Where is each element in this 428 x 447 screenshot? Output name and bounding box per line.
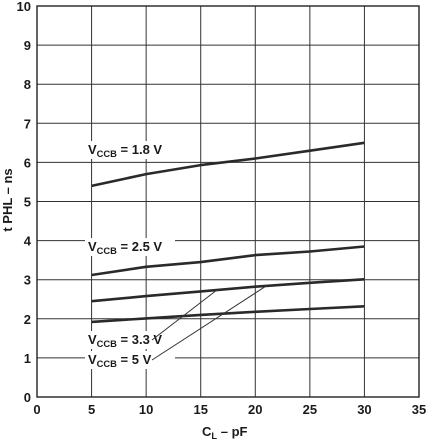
- y-tick-label-2: 2: [24, 312, 31, 327]
- x-tick-label-10: 10: [139, 402, 153, 417]
- y-axis-title: t PHL – ns: [0, 168, 15, 231]
- series-line-0: [91, 141, 365, 188]
- series-line-2: [91, 278, 365, 303]
- series-label-bg-3: [85, 351, 175, 369]
- series-label-1-rest: = 2.5 V: [117, 239, 162, 254]
- x-axis-title-rest: – pF: [217, 424, 247, 439]
- series-label-2-rest: = 3.3 V: [117, 332, 162, 347]
- tick-labels: 0 5 10 15 20 25 30 35 0 1 2 3 4 5 6 7 8 9 10: [17, 0, 427, 417]
- y-tick-label-9: 9: [24, 38, 31, 53]
- leader-line-3v3: [151, 289, 218, 341]
- x-tick-label-20: 20: [248, 402, 262, 417]
- x-axis-title-main: C: [202, 424, 212, 439]
- x-tick-label-15: 15: [193, 402, 207, 417]
- leader-line-5v: [151, 285, 267, 361]
- x-tick-label-0: 0: [33, 402, 40, 417]
- series-label-bg-0: [85, 141, 175, 159]
- y-tick-label-6: 6: [24, 155, 31, 170]
- x-tick-label-25: 25: [303, 402, 317, 417]
- y-tick-label-7: 7: [24, 116, 31, 131]
- series-label-0-main: V: [88, 142, 97, 157]
- series-label-0-rest: = 1.8 V: [117, 142, 162, 157]
- series-label-3-rest: = 5 V: [117, 352, 152, 367]
- series-line-3: [91, 305, 365, 324]
- series-label-2-sub: CCB: [97, 339, 117, 349]
- series-label-1-main: V: [88, 239, 97, 254]
- y-tick-label-4: 4: [24, 234, 32, 249]
- series-label-0-sub: CCB: [97, 149, 117, 159]
- series-label-3-sub: CCB: [97, 359, 117, 369]
- x-axis-title: CL – pF: [202, 424, 248, 441]
- series-label-1: VCCB = 2.5 V: [88, 239, 162, 256]
- series-label-2-main: V: [88, 332, 97, 347]
- y-tick-label-0: 0: [24, 390, 31, 405]
- series-label-2: VCCB = 3.3 V: [88, 332, 162, 349]
- series-line-1: [91, 245, 365, 277]
- y-tick-label-3: 3: [24, 273, 31, 288]
- grid-layer: [36, 5, 420, 398]
- axis-titles: CL – pF t PHL – ns: [0, 168, 248, 441]
- series-label-bg-1: [85, 238, 175, 256]
- series-label-0: VCCB = 1.8 V: [88, 142, 162, 159]
- plot-frame: [36, 5, 420, 398]
- series-label-1-sub: CCB: [97, 246, 117, 256]
- y-tick-label-10: 10: [17, 0, 31, 14]
- series-label-3-main: V: [88, 352, 97, 367]
- x-tick-label-35: 35: [412, 402, 426, 417]
- y-tick-label-8: 8: [24, 77, 31, 92]
- x-axis-title-sub: L: [211, 431, 217, 441]
- x-tick-label-30: 30: [357, 402, 371, 417]
- series-layer: [91, 141, 365, 324]
- x-tick-label-5: 5: [88, 402, 95, 417]
- series-label-3: VCCB = 5 V: [88, 352, 152, 369]
- y-tick-label-5: 5: [24, 195, 31, 210]
- series-label-bg-2: [85, 331, 175, 349]
- y-tick-label-1: 1: [24, 351, 31, 366]
